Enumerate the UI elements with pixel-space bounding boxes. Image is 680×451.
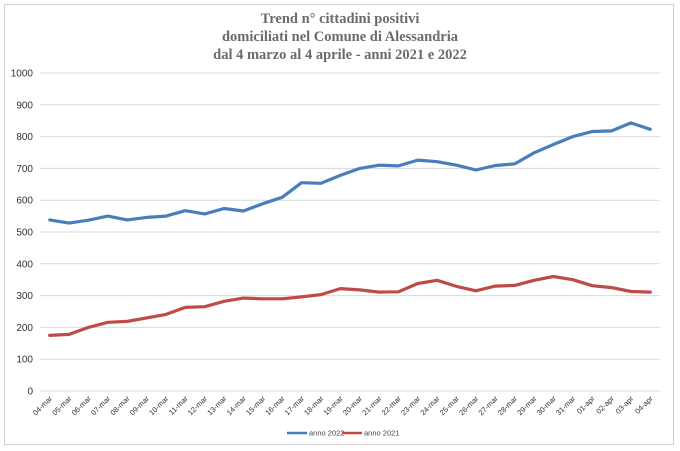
y-tick-label: 500 <box>16 228 33 239</box>
series-lines <box>48 121 652 337</box>
chart-title-line-1: Trend n° cittadini positivi <box>260 11 420 27</box>
gridlines <box>40 72 660 392</box>
x-tick-label: 05-mar <box>50 394 74 418</box>
legend-label-0: anno 2022 <box>309 429 344 438</box>
x-tick-label: 09-mar <box>128 394 152 418</box>
x-tick-label: 15-mar <box>244 394 268 418</box>
chart-title-line-3: dal 4 marzo al 4 aprile - anni 2021 e 20… <box>213 47 467 63</box>
x-tick-label: 31-mar <box>554 394 578 418</box>
x-tick-label: 18-mar <box>302 394 326 418</box>
x-tick-label: 06-mar <box>70 394 94 418</box>
x-tick-label: 12-mar <box>186 394 210 418</box>
x-tick-label: 17-mar <box>283 394 307 418</box>
y-tick-label: 1000 <box>11 69 34 80</box>
x-tick-label: 10-mar <box>147 394 171 418</box>
x-tick-label: 07-mar <box>89 394 113 418</box>
x-tick-label: 23-mar <box>399 394 423 418</box>
y-tick-label: 700 <box>16 164 33 175</box>
x-tick-label: 25-mar <box>438 394 462 418</box>
legend: anno 2022 anno 2021 <box>287 429 399 438</box>
y-tick-label: 400 <box>16 259 33 270</box>
x-tick-label: 14-mar <box>225 394 249 418</box>
x-tick-label: 19-mar <box>322 394 346 418</box>
y-tick-label: 100 <box>16 355 33 366</box>
x-tick-label: 11-mar <box>167 394 190 417</box>
y-tick-label: 300 <box>16 291 33 302</box>
x-tick-label: 30-mar <box>535 394 559 418</box>
x-tick-label: 08-mar <box>108 394 132 418</box>
y-tick-label: 800 <box>16 132 33 143</box>
series-line-1 <box>48 274 652 337</box>
chart-frame <box>4 4 674 445</box>
y-axis-ticks: 0 100 200 300 400 500 600 700 800 900 1000 <box>11 69 34 398</box>
x-tick-label: 28-mar <box>496 394 520 418</box>
x-tick-label: 04-apr <box>633 394 655 416</box>
y-tick-label: 200 <box>16 323 33 334</box>
chart-title: Trend n° cittadini positivi domiciliati … <box>0 10 680 64</box>
x-tick-label: 13-mar <box>205 394 229 418</box>
x-tick-label: 01-apr <box>575 394 597 416</box>
x-tick-label: 29-mar <box>515 394 539 418</box>
x-tick-label: 20-mar <box>341 394 365 418</box>
y-tick-label: 900 <box>16 100 33 111</box>
x-axis-ticks: 04-mar05-mar06-mar07-mar08-mar09-mar10-m… <box>31 394 655 418</box>
legend-label-1: anno 2021 <box>364 429 399 438</box>
x-tick-label: 24-mar <box>418 394 442 418</box>
x-tick-label: 22-mar <box>380 394 404 418</box>
x-tick-label: 26-mar <box>457 394 481 418</box>
y-tick-label: 0 <box>27 387 33 398</box>
x-tick-label: 03-apr <box>614 394 636 416</box>
chart-title-line-2: domiciliati nel Comune di Alessandria <box>221 29 459 45</box>
x-tick-label: 21-mar <box>360 394 384 418</box>
y-tick-label: 600 <box>16 196 33 207</box>
x-tick-label: 04-mar <box>31 394 55 418</box>
x-tick-label: 27-mar <box>477 394 501 418</box>
x-tick-label: 02-apr <box>594 394 616 416</box>
series-line-0 <box>48 121 652 225</box>
x-tick-label: 16-mar <box>263 394 287 418</box>
